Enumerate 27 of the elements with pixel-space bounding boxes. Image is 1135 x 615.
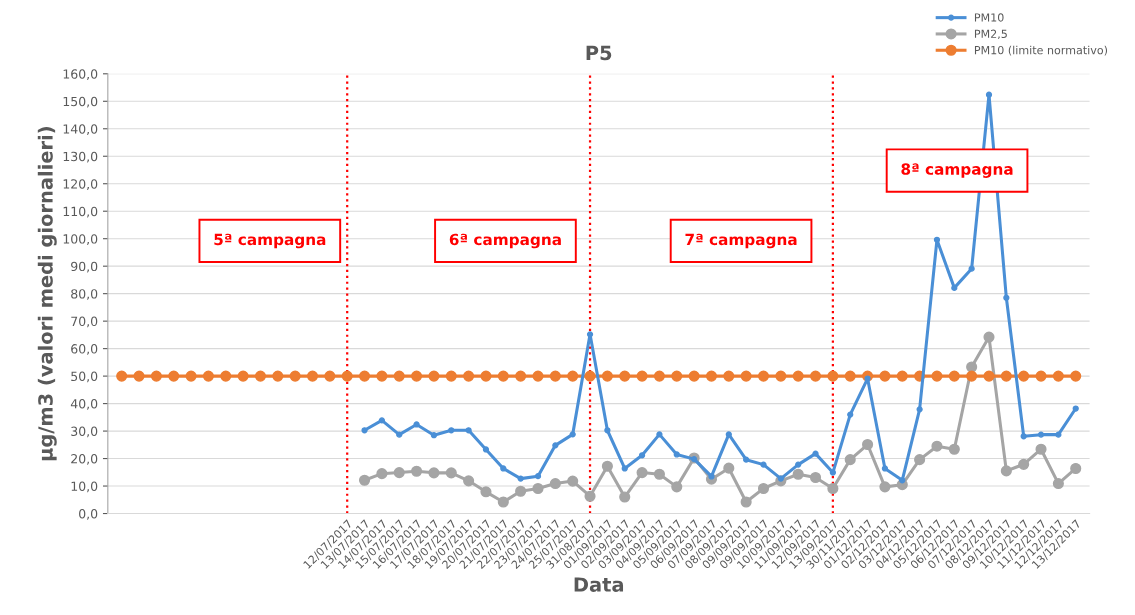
y-axis-title: µg/m3 (valori medi giornalieri)	[37, 127, 57, 461]
y-tick-label: 30,0	[71, 426, 98, 438]
annotation: 6ª campagna	[449, 233, 561, 249]
y-tick-label: 50,0	[71, 371, 98, 383]
y-tick-label: 10,0	[71, 481, 98, 493]
legend-label: PM10	[974, 13, 1004, 22]
y-tick-label: 60,0	[71, 344, 98, 355]
y-tick-label: 150,0	[63, 96, 98, 108]
annotation: 5ª campagna	[214, 233, 326, 249]
annotation: 8ª campagna	[901, 163, 1013, 178]
y-tick-label: 140,0	[63, 124, 98, 135]
y-tick-label: 70,0	[71, 316, 98, 328]
y-tick-label: 110,0	[63, 206, 98, 218]
x-axis-title: Data	[574, 577, 624, 592]
annotation: 7ª campagna	[685, 233, 797, 249]
y-tick-label: 120,0	[63, 179, 98, 190]
legend-label: PM10 (limite normativo)	[974, 45, 1108, 56]
chart-title: P5	[586, 45, 612, 61]
y-tick-label: 130,0	[63, 151, 98, 163]
y-tick-label: 100,0	[63, 234, 98, 245]
y-tick-label: 0,0	[79, 509, 98, 520]
y-tick-label: 90,0	[71, 261, 98, 273]
y-tick-label: 80,0	[71, 289, 98, 300]
y-tick-label: 20,0	[71, 454, 98, 465]
legend-label: PM2,5	[974, 29, 1007, 40]
y-tick-label: 160,0	[63, 69, 98, 80]
y-tick-label: 40,0	[70, 399, 98, 410]
